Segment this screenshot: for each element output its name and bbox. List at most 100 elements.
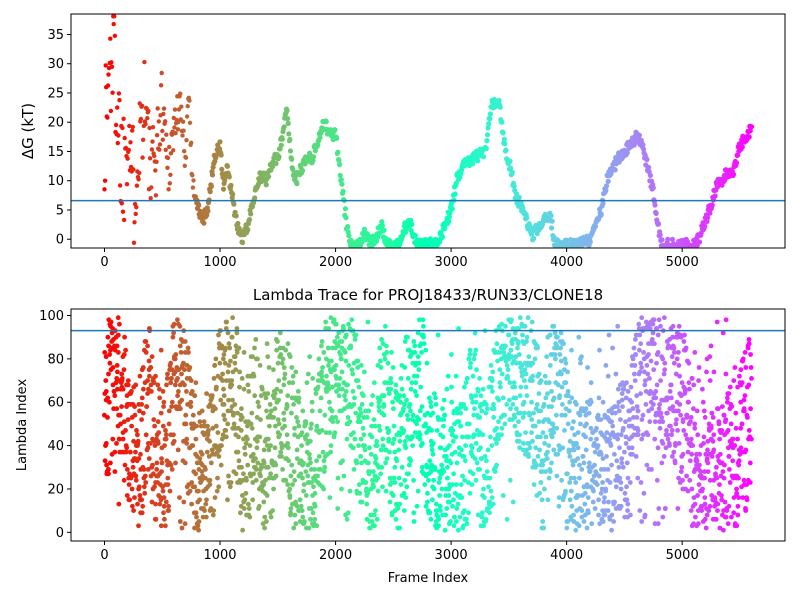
lambda-point bbox=[444, 386, 450, 392]
lambda-point bbox=[190, 412, 196, 418]
delta-g-point bbox=[287, 136, 293, 143]
lambda-point bbox=[592, 449, 598, 455]
delta-g-point bbox=[731, 171, 737, 177]
lambda-point bbox=[427, 458, 433, 464]
lambda-point bbox=[210, 447, 215, 453]
lambda-point bbox=[123, 428, 128, 433]
delta-g-point bbox=[153, 168, 158, 173]
lambda-point bbox=[431, 477, 436, 483]
lambda-point bbox=[727, 480, 733, 485]
delta-g-point bbox=[276, 154, 282, 160]
lambda-point bbox=[587, 460, 592, 466]
lambda-point bbox=[120, 386, 126, 392]
lambda-point bbox=[273, 423, 278, 429]
lambda-point bbox=[550, 421, 556, 427]
delta-g-point bbox=[289, 156, 295, 162]
lambda-point bbox=[393, 382, 399, 388]
delta-g-point bbox=[500, 130, 506, 136]
lambda-point bbox=[388, 376, 394, 381]
lambda-point bbox=[625, 508, 630, 513]
delta-g-point bbox=[182, 149, 187, 154]
lambda-point bbox=[156, 430, 162, 435]
lambda-point bbox=[543, 395, 549, 401]
delta-g-point bbox=[379, 223, 385, 229]
lambda-point bbox=[456, 326, 461, 331]
delta-g-point bbox=[226, 174, 232, 180]
lambda-point bbox=[378, 358, 383, 364]
lambda-point bbox=[702, 415, 708, 420]
lambda-point bbox=[401, 393, 407, 399]
lambda-point bbox=[694, 458, 700, 464]
lambda-point bbox=[606, 332, 612, 338]
lambda-point bbox=[249, 410, 255, 416]
lambda-point bbox=[251, 373, 257, 379]
lambda-point bbox=[555, 334, 560, 340]
lambda-point bbox=[140, 410, 146, 416]
lambda-point bbox=[430, 441, 436, 446]
lambda-point bbox=[275, 417, 281, 422]
lambda-point bbox=[677, 373, 682, 379]
lambda-point bbox=[521, 447, 526, 453]
lambda-point bbox=[405, 334, 410, 340]
lambda-point bbox=[420, 317, 426, 323]
lambda-point bbox=[453, 373, 459, 379]
lambda-point bbox=[324, 373, 329, 379]
lambda-point bbox=[121, 352, 127, 357]
lambda-point bbox=[309, 399, 315, 405]
lambda-point bbox=[469, 395, 474, 401]
lambda-point bbox=[281, 417, 287, 422]
lambda-point bbox=[326, 363, 331, 368]
lambda-point bbox=[449, 352, 454, 357]
lambda-point bbox=[105, 334, 111, 340]
lambda-point bbox=[686, 380, 692, 386]
lambda-point bbox=[442, 527, 448, 533]
lambda-point bbox=[627, 417, 632, 422]
lambda-point bbox=[242, 451, 248, 457]
lambda-point bbox=[141, 484, 147, 490]
lambda-point bbox=[489, 378, 495, 383]
lambda-point bbox=[275, 360, 281, 366]
delta-g-point bbox=[605, 178, 611, 184]
lambda-point bbox=[581, 519, 587, 524]
delta-g-point bbox=[475, 158, 481, 164]
delta-g-point bbox=[483, 146, 489, 152]
lambda-point bbox=[624, 460, 630, 466]
delta-g-point bbox=[653, 210, 659, 216]
lambda-point bbox=[402, 438, 408, 444]
lambda-point bbox=[329, 415, 335, 420]
lambda-point bbox=[143, 339, 149, 344]
lambda-point bbox=[166, 508, 172, 513]
lambda-point bbox=[320, 449, 326, 455]
lambda-point bbox=[700, 486, 705, 492]
lambda-point bbox=[132, 412, 138, 418]
delta-g-point bbox=[640, 146, 647, 152]
lambda-point bbox=[143, 480, 149, 485]
lambda-point bbox=[452, 449, 458, 455]
lambda-point bbox=[539, 469, 545, 474]
lambda-point bbox=[686, 399, 691, 405]
lambda-point bbox=[538, 378, 544, 383]
lambda-point bbox=[477, 467, 482, 472]
lambda-point bbox=[738, 425, 744, 431]
lambda-point bbox=[732, 365, 738, 370]
lambda-point bbox=[576, 334, 582, 340]
delta-g-point bbox=[266, 174, 272, 180]
lambda-point bbox=[655, 332, 661, 338]
lambda-point bbox=[659, 415, 665, 420]
y-tick-label: 5 bbox=[56, 203, 64, 218]
lambda-point bbox=[358, 454, 364, 459]
lambda-point bbox=[374, 443, 380, 448]
lambda-point bbox=[281, 410, 287, 416]
lambda-point bbox=[746, 341, 752, 347]
lambda-point bbox=[319, 428, 325, 433]
lambda-point bbox=[460, 473, 465, 479]
lambda-point bbox=[651, 402, 656, 407]
lambda-point bbox=[618, 486, 624, 492]
lambda-point bbox=[218, 462, 224, 468]
lambda-point bbox=[472, 406, 477, 412]
lambda-point bbox=[516, 326, 521, 331]
delta-g-point bbox=[452, 191, 458, 197]
delta-g-point bbox=[549, 225, 555, 231]
delta-g-point bbox=[300, 168, 306, 174]
lambda-point bbox=[543, 469, 548, 474]
